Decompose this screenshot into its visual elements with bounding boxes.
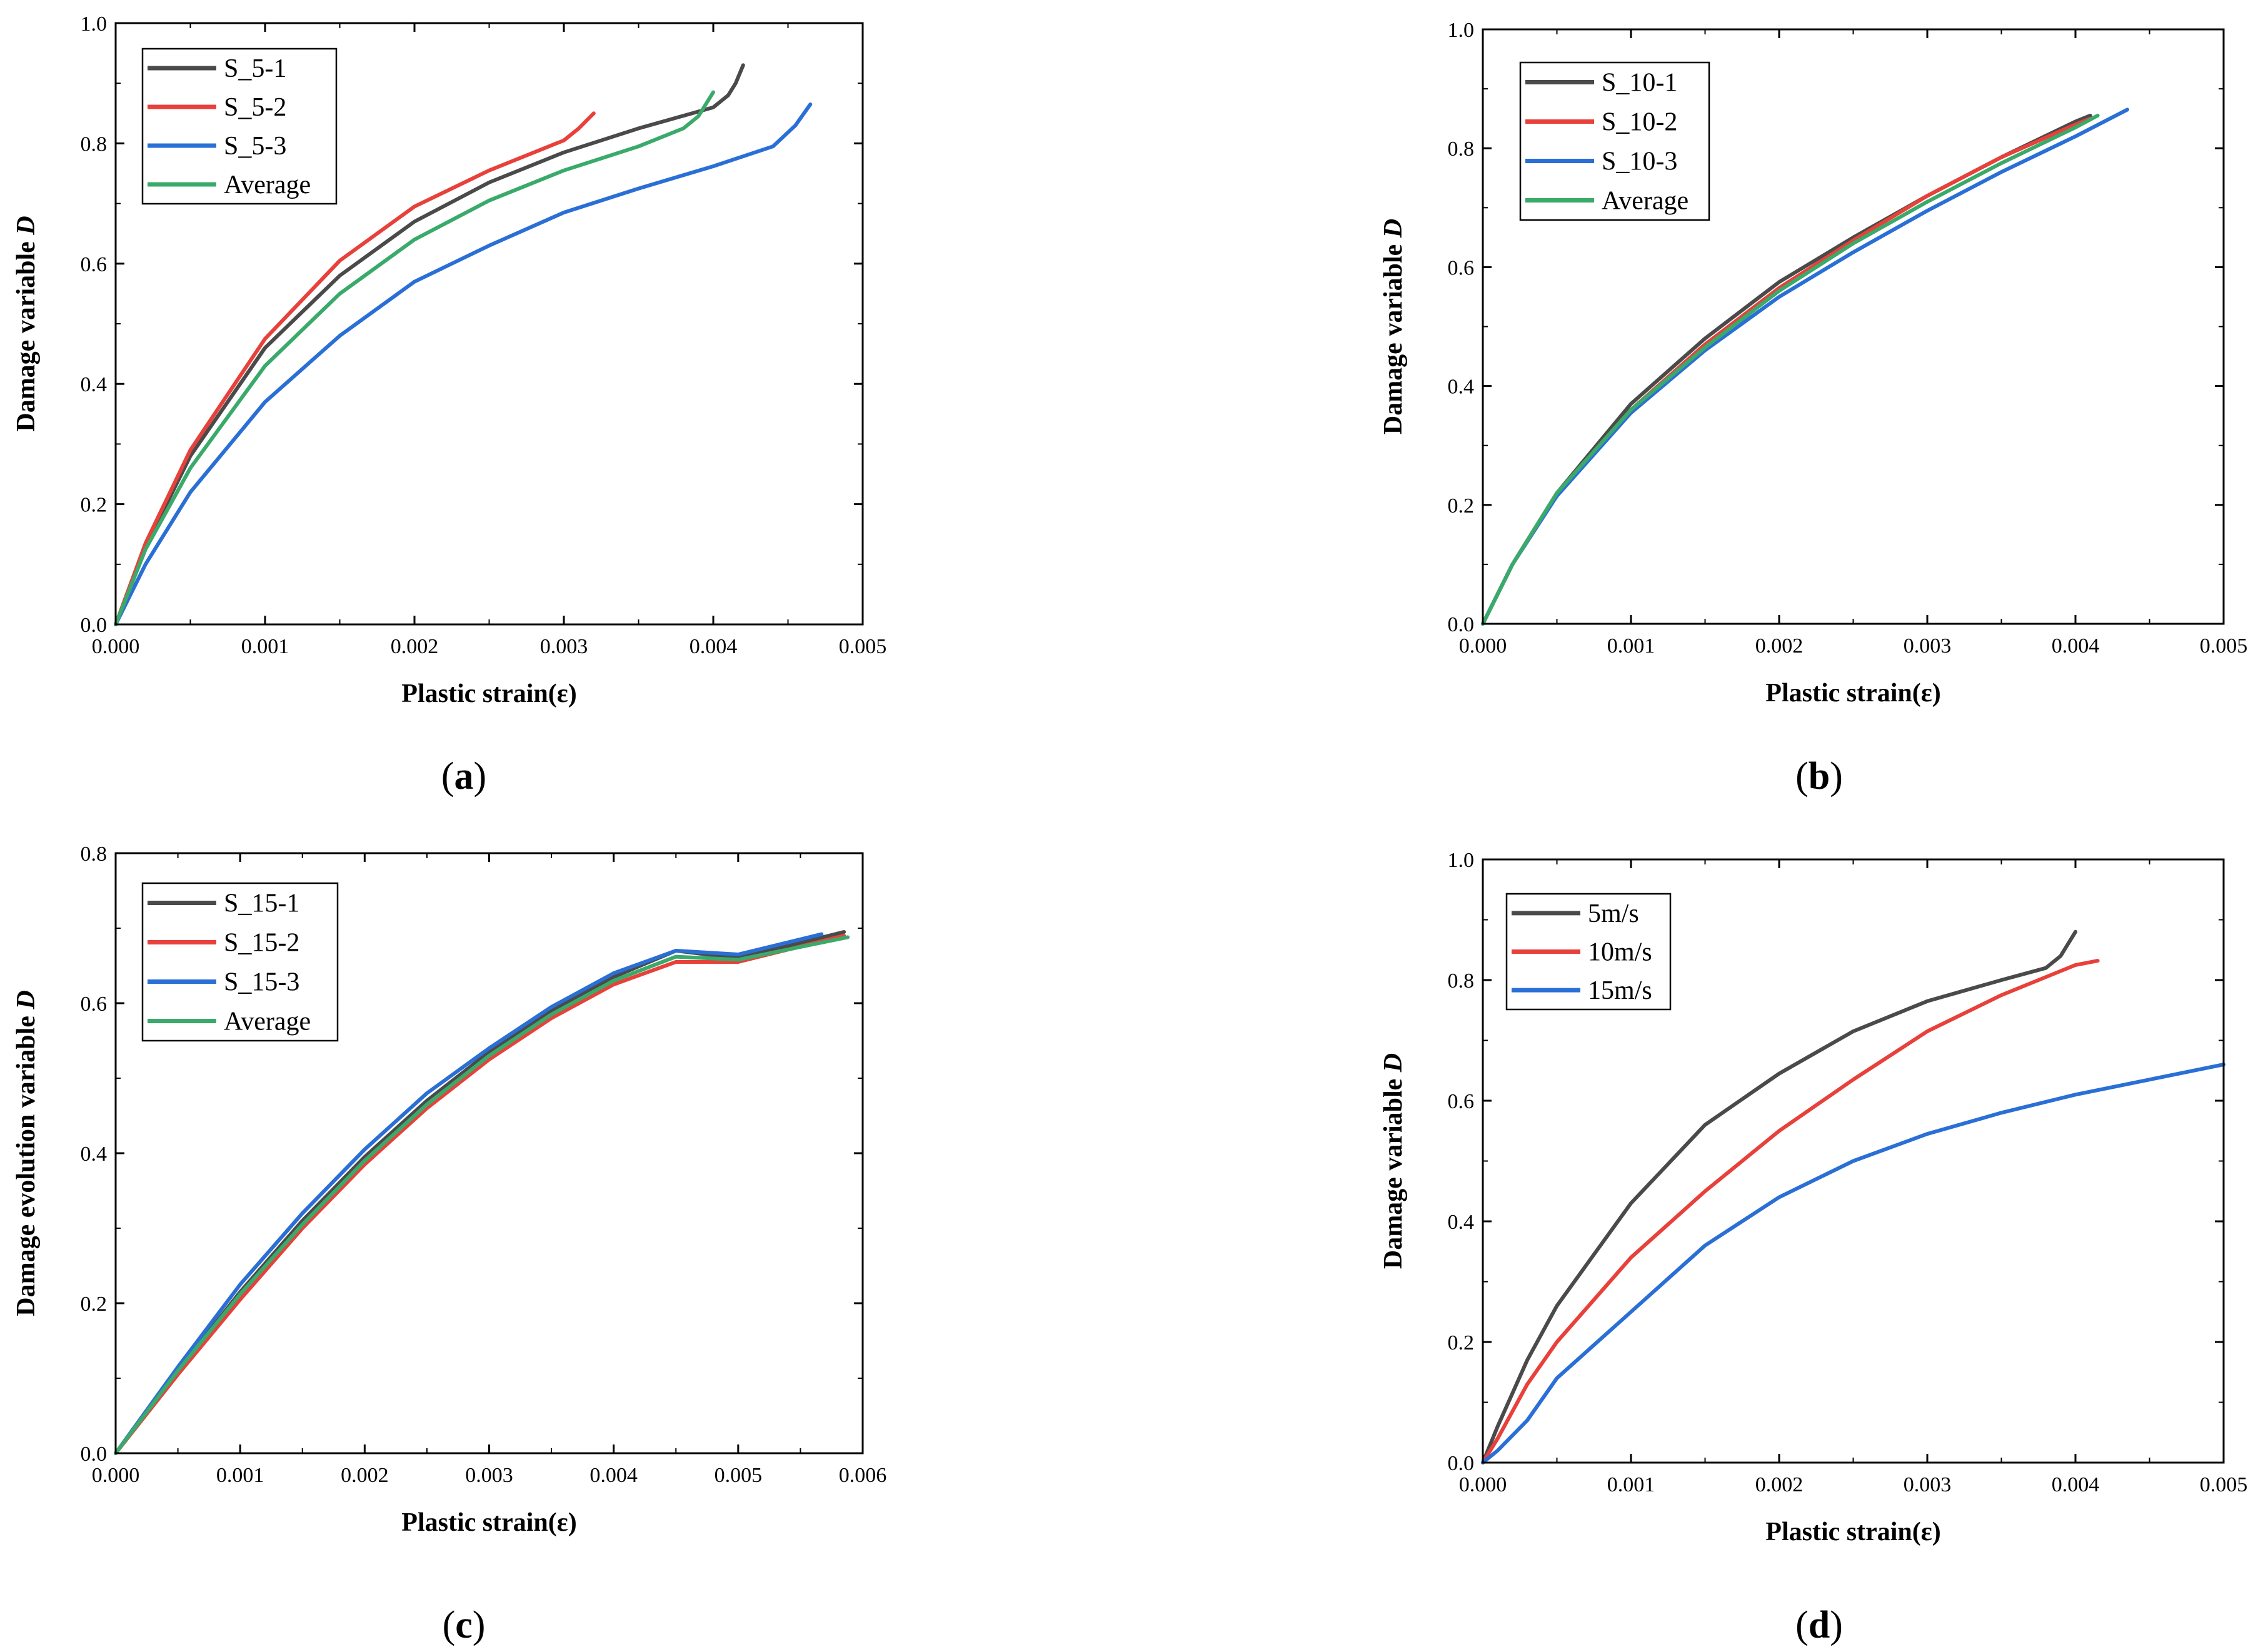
panel-caption: (b) (1795, 755, 1843, 798)
legend-box (141, 882, 339, 1042)
x-axis-label: Plastic strain(ε) (1765, 679, 1940, 708)
x-tick-label: 0.005 (2200, 634, 2248, 658)
series-line-a-2 (114, 102, 813, 626)
x-tick-label: 0.003 (1904, 634, 1952, 658)
x-tick-label: 0.005 (839, 635, 887, 658)
y-tick-label: 0.8 (1448, 969, 1475, 993)
x-tick-label: 0.005 (715, 1464, 763, 1487)
legend-label: Average (224, 1008, 311, 1036)
y-tick-label: 0.4 (1448, 1211, 1475, 1234)
legend-label: S_5-2 (224, 93, 286, 122)
y-axis-label: Damage variable D (1379, 219, 1408, 434)
x-tick-label: 0.001 (1607, 634, 1655, 658)
chart-panel-c: 0.000 0.001 0.002 0.003 0.004 0.005 0.006 0.0 0.… (12, 843, 886, 1646)
y-tick-label: 0.8 (81, 133, 108, 156)
y-axis-label: Damage variable D (12, 216, 41, 431)
legend-label: S_10-2 (1602, 108, 1677, 137)
y-tick-label: 0.8 (1448, 138, 1475, 161)
y-tick-label: 0.2 (81, 494, 108, 517)
y-tick-label: 0.4 (1448, 376, 1475, 399)
x-tick-label: 0.000 (92, 635, 140, 658)
x-tick-label: 0.003 (1904, 1473, 1952, 1496)
x-axis-label: Plastic strain(ε) (1765, 1518, 1940, 1546)
legend-label: S_15-1 (224, 889, 299, 918)
legend-label: 10m/s (1588, 938, 1652, 967)
panel-caption: (a) (441, 755, 486, 798)
y-axis-label: Damage variable D (1379, 1053, 1408, 1269)
y-axis-label: Damage evolution variable D (12, 990, 41, 1316)
x-tick-label: 0.002 (391, 635, 439, 658)
y-tick-label: 0.2 (1448, 1331, 1475, 1354)
legend-b: S_10-1 S_10-2 S_10-3 Average (1519, 61, 1710, 221)
series-line-a-0 (114, 63, 745, 626)
x-tick-label: 0.002 (341, 1464, 389, 1487)
y-tick-label: 0.6 (81, 253, 108, 276)
x-tick-label: 0.006 (839, 1464, 887, 1487)
series-line-d-0 (1481, 929, 2077, 1464)
x-tick-label: 0.002 (1755, 634, 1804, 658)
x-tick-label: 0.000 (92, 1464, 140, 1487)
y-tick-label: 0.8 (81, 843, 108, 866)
chart-panel-a: 0.000 0.001 0.002 0.003 0.004 0.005 0.0 0.2 0.4 0… (12, 13, 886, 798)
legend-label: Average (224, 171, 311, 199)
legend-label: S_10-1 (1602, 69, 1677, 98)
series-line-d-1 (1481, 959, 2100, 1464)
series-line-a-3 (114, 90, 715, 626)
y-tick-label: 0.4 (81, 1143, 108, 1166)
legend-box (141, 48, 338, 205)
legend-label: 5m/s (1588, 899, 1639, 928)
x-tick-label: 0.000 (1459, 634, 1507, 658)
y-tick-label: 1.0 (1448, 849, 1475, 872)
legend-label: S_5-3 (224, 132, 286, 161)
y-tick-label: 0.6 (1448, 1090, 1475, 1113)
legend-box (1519, 61, 1710, 221)
series-line-b-3 (1481, 113, 2100, 626)
y-tick-label: 0.0 (81, 614, 108, 637)
x-axis-label: Plastic strain(ε) (401, 1508, 576, 1537)
panel-caption: (d) (1795, 1604, 1843, 1646)
y-tick-label: 0.2 (81, 1293, 108, 1316)
y-tick-label: 0.0 (1448, 613, 1475, 636)
x-tick-label: 0.001 (1607, 1473, 1655, 1496)
legend-label: S_15-2 (224, 929, 299, 958)
legend-label: S_5-1 (224, 54, 286, 83)
legend-label: 15m/s (1588, 976, 1652, 1005)
series-line-c-2 (114, 932, 824, 1455)
x-tick-label: 0.005 (2200, 1473, 2248, 1496)
x-axis-label: Plastic strain(ε) (401, 679, 576, 708)
x-tick-label: 0.003 (465, 1464, 513, 1487)
y-tick-label: 0.6 (81, 993, 108, 1016)
series-line-c-1 (114, 934, 846, 1455)
x-tick-label: 0.002 (1755, 1473, 1804, 1496)
x-tick-label: 0.003 (540, 635, 588, 658)
chart-panel-b: 0.000 0.001 0.002 0.003 0.004 0.005 0.0 0.2 0.4 0… (1379, 19, 2247, 798)
series-line-c-3 (114, 935, 850, 1455)
legend-label: S_10-3 (1602, 148, 1677, 176)
y-tick-label: 0.6 (1448, 256, 1475, 279)
x-tick-label: 0.004 (2052, 1473, 2100, 1496)
y-tick-label: 0.2 (1448, 494, 1475, 518)
x-tick-label: 0.004 (590, 1464, 638, 1487)
legend-d: 5m/s 10m/s 15m/s (1505, 893, 1672, 1011)
y-tick-label: 0.0 (1448, 1452, 1475, 1475)
y-tick-label: 0.0 (81, 1443, 108, 1466)
y-tick-label: 1.0 (81, 13, 108, 36)
series-line-a-1 (114, 111, 596, 626)
x-tick-label: 0.004 (2052, 634, 2100, 658)
x-tick-label: 0.000 (1459, 1473, 1507, 1496)
y-tick-label: 1.0 (1448, 19, 1475, 42)
legend-label: Average (1602, 187, 1688, 216)
series-line-d-2 (1481, 1063, 2225, 1464)
x-tick-label: 0.001 (241, 635, 289, 658)
x-tick-label: 0.004 (690, 635, 738, 658)
x-tick-label: 0.001 (216, 1464, 264, 1487)
legend-a: S_5-1 S_5-2 S_5-3 Average (141, 48, 338, 205)
legend-label: S_15-3 (224, 968, 299, 997)
y-tick-label: 0.4 (81, 373, 108, 396)
chart-panel-d: 0.000 0.001 0.002 0.003 0.004 0.005 0.0 0.2 0.4 0… (1379, 849, 2247, 1646)
panel-caption: (c) (443, 1604, 486, 1646)
legend-c: S_15-1 S_15-2 S_15-3 Average (141, 882, 339, 1042)
